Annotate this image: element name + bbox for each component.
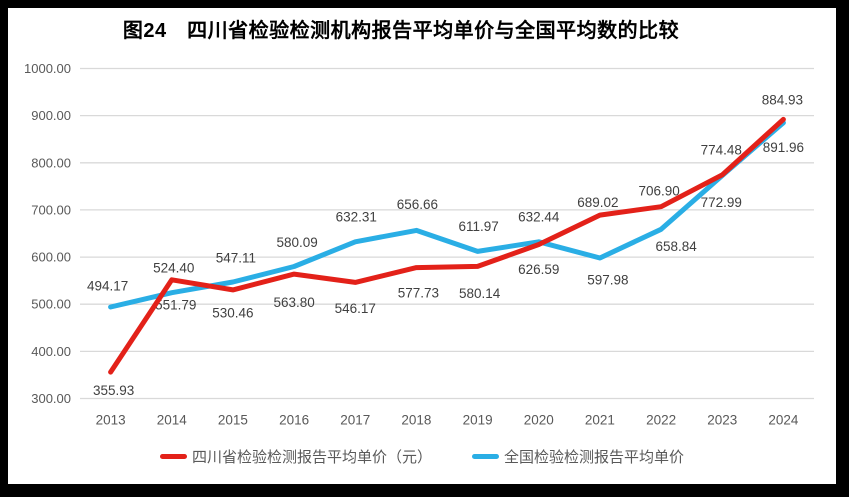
legend-label-national: 全国检验检测报告平均单价 <box>504 449 685 466</box>
y-axis-tick-label: 1000.00 <box>24 61 71 76</box>
data-label-series-1: 632.44 <box>518 210 560 225</box>
y-axis-tick-label: 300.00 <box>31 391 71 406</box>
data-label-series-0: 689.02 <box>577 195 618 210</box>
series-line-1 <box>108 120 786 310</box>
x-axis-tick-label: 2023 <box>707 413 737 428</box>
x-axis-tick-label: 2014 <box>157 413 188 428</box>
legend-label-sichuan: 四川省检验检测报告平均单价（元） <box>191 449 432 466</box>
legend-item-sichuan: 四川省检验检测报告平均单价（元） <box>159 446 432 467</box>
x-axis-tick-label: 2017 <box>340 413 370 428</box>
data-label-series-0: 551.79 <box>155 298 196 313</box>
legend: 四川省检验检测报告平均单价（元） 全国检验检测报告平均单价 <box>8 446 836 467</box>
y-axis-tick-label: 500.00 <box>31 297 71 312</box>
data-label-series-1: 632.31 <box>336 210 377 225</box>
x-axis-tick-label: 2024 <box>768 413 799 428</box>
data-label-series-1: 547.11 <box>216 251 256 266</box>
data-label-series-1: 524.40 <box>153 260 194 275</box>
x-axis-tick-label: 2013 <box>96 413 126 428</box>
data-label-series-0: 580.14 <box>459 286 501 301</box>
x-axis-tick-label: 2015 <box>218 413 248 428</box>
data-label-series-1: 494.17 <box>87 279 128 294</box>
data-label-series-1: 884.93 <box>762 92 803 107</box>
data-label-series-0: 891.96 <box>763 140 804 155</box>
x-axis-tick-label: 2019 <box>463 413 493 428</box>
data-label-series-0: 355.93 <box>93 383 134 398</box>
x-axis-tick-label: 2022 <box>646 413 676 428</box>
data-label-series-1: 597.98 <box>587 273 628 288</box>
legend-swatch-sichuan-line <box>159 454 187 459</box>
y-axis-tick-label: 800.00 <box>31 155 71 170</box>
data-label-series-0: 530.46 <box>212 306 253 321</box>
x-axis-tick-label: 2021 <box>585 413 615 428</box>
legend-swatch-national-line <box>472 454 499 459</box>
data-label-series-1: 656.66 <box>397 197 438 212</box>
y-axis-tick-label: 600.00 <box>31 250 71 265</box>
plot-area: 300.00 400.00 500.00 600.00 700.00 800.00 900.… <box>24 61 814 428</box>
data-label-series-1: 772.99 <box>701 195 742 210</box>
data-label-series-0: 774.48 <box>701 143 742 158</box>
data-label-series-1: 580.09 <box>276 235 317 250</box>
series-line-0 <box>108 116 786 375</box>
legend-item-national: 全国检验检测报告平均单价 <box>472 446 684 467</box>
data-label-series-0: 706.90 <box>638 183 679 198</box>
chart-title: 图24 四川省检验检测机构报告平均单价与全国平均数的比较 <box>122 20 680 42</box>
data-label-series-0: 577.73 <box>398 285 439 300</box>
x-axis-tick-label: 2020 <box>524 413 554 428</box>
y-axis-tick-label: 900.00 <box>31 108 71 123</box>
y-axis-tick-label: 700.00 <box>31 202 71 217</box>
data-label-series-0: 563.80 <box>273 295 314 310</box>
y-axis-tick-label: 400.00 <box>31 344 71 359</box>
x-axis-tick-label: 2016 <box>279 413 309 428</box>
data-label-series-0: 626.59 <box>518 262 559 277</box>
data-label-series-1: 658.84 <box>655 239 697 254</box>
data-label-series-0: 546.17 <box>335 301 376 316</box>
data-label-series-1: 611.97 <box>458 219 498 234</box>
x-axis-tick-label: 2018 <box>401 413 431 428</box>
